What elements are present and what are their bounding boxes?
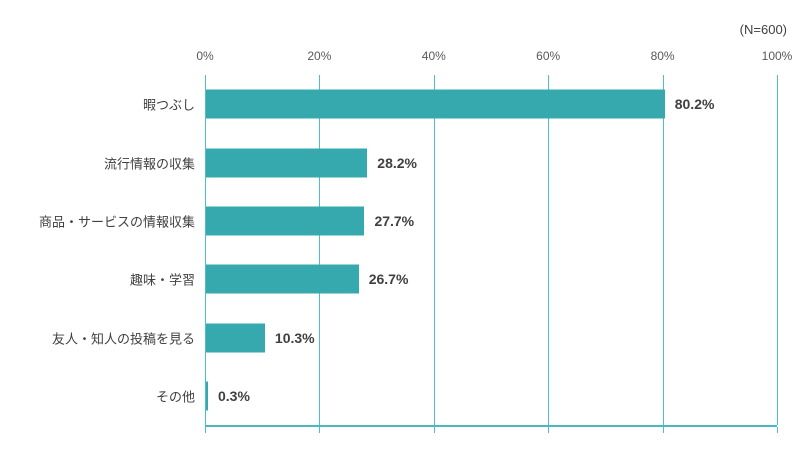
bar: [206, 89, 665, 119]
value-label: 10.3%: [274, 329, 315, 346]
bar: [206, 381, 208, 411]
category-label: 商品・サービスの情報収集: [38, 214, 195, 230]
bar: [206, 206, 365, 236]
category-label: 流行情報の収集: [103, 156, 195, 171]
gridline: [662, 75, 664, 425]
category-label: 暇つぶし: [142, 97, 195, 113]
category-label: 友人・知人の投稿を見る: [51, 331, 195, 346]
gridline: [777, 75, 778, 425]
axis-tick: [662, 427, 664, 433]
x-tick-label: 60%: [536, 49, 561, 63]
axis-tick: [548, 427, 550, 433]
value-label: 28.2%: [377, 154, 417, 171]
value-label: 26.7%: [368, 271, 409, 288]
plot-area: [205, 75, 778, 427]
axis-tick: [205, 427, 206, 433]
bar: [206, 323, 265, 352]
x-tick-label: 100%: [761, 49, 793, 63]
value-label: 0.3%: [218, 387, 250, 404]
gridline: [433, 75, 435, 425]
category-label: その他: [155, 389, 195, 405]
gridline: [548, 75, 550, 425]
bar: [206, 148, 368, 177]
x-tick-label: 20%: [307, 49, 332, 63]
axis-tick: [777, 427, 778, 433]
x-tick-label: 0%: [196, 49, 214, 63]
category-label: 趣味・学習: [129, 272, 195, 288]
axis-tick: [433, 427, 435, 433]
bar: [206, 264, 359, 294]
gridline: [205, 75, 206, 425]
axis-tick: [319, 427, 321, 433]
value-label: 80.2%: [674, 96, 715, 113]
gridline: [319, 75, 321, 425]
x-tick-label: 40%: [421, 49, 446, 63]
value-label: 27.7%: [374, 212, 415, 229]
sample-size-label: (N=600): [739, 22, 787, 37]
x-tick-label: 80%: [650, 49, 675, 63]
